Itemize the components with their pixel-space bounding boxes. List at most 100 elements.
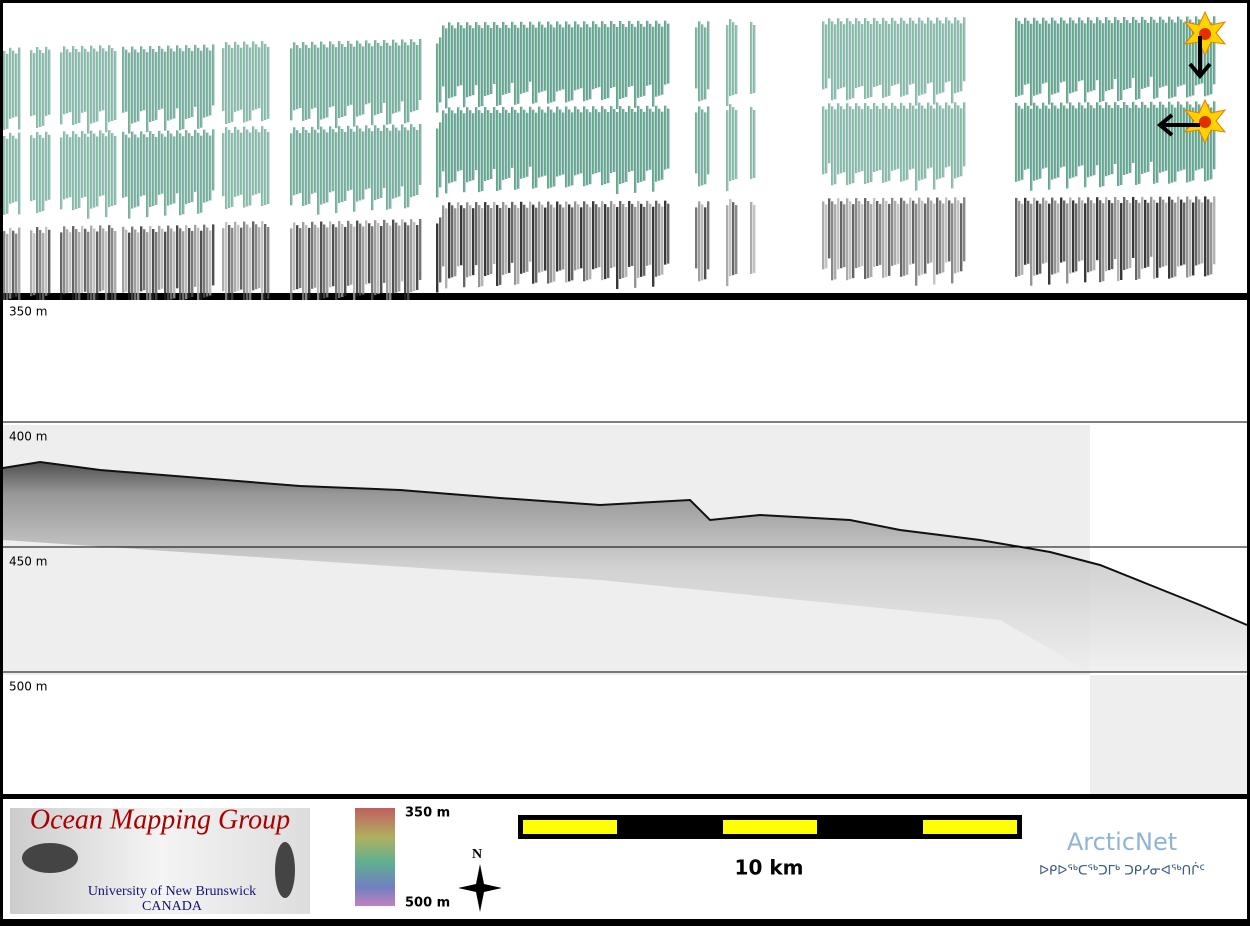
swath-stripe <box>386 222 389 305</box>
swath-stripe <box>652 206 655 287</box>
swath-stripe <box>143 134 146 196</box>
swath-stripe <box>1213 101 1216 170</box>
swath-stripe <box>1117 20 1120 102</box>
swath-stripe <box>828 103 831 164</box>
swath-stripe <box>840 201 843 269</box>
swath-stripe <box>225 127 228 210</box>
swath-stripe <box>368 128 371 189</box>
swath-stripe <box>526 112 529 177</box>
swath-stripe <box>729 199 732 277</box>
swath-stripe <box>93 228 96 303</box>
swath-stripe <box>152 228 155 301</box>
swath-stripe <box>105 231 108 313</box>
swath-stripe <box>583 106 586 187</box>
swath-stripe <box>69 52 72 113</box>
swath-stripe <box>649 108 652 170</box>
swath-stripe <box>484 107 487 182</box>
swath-stripe <box>167 130 170 206</box>
swath-stripe <box>200 135 203 213</box>
swath-stripe <box>1168 196 1171 279</box>
swath-stripe <box>311 221 314 289</box>
swath-stripe <box>1084 203 1087 283</box>
swath-stripe <box>933 23 936 105</box>
swath-stripe <box>39 229 42 307</box>
swath-stripe <box>1120 203 1123 281</box>
swath-stripe <box>646 105 649 171</box>
swath-stripe <box>1078 197 1081 262</box>
swath-stripe <box>386 127 389 210</box>
swath-stripe <box>1171 199 1174 278</box>
swath-stripe <box>577 204 580 270</box>
swath-stripe <box>487 25 490 96</box>
swath-stripe <box>559 24 562 91</box>
swath-stripe <box>1042 197 1045 264</box>
swath-stripe <box>655 105 658 182</box>
swath-stripe <box>726 205 729 287</box>
swath-stripe <box>114 135 117 205</box>
swath-stripe <box>939 105 942 179</box>
swath-stripe <box>906 203 909 275</box>
swath-stripe <box>1186 101 1189 183</box>
swath-stripe <box>1048 23 1051 105</box>
swath-stripe <box>891 197 894 266</box>
swath-stripe <box>897 108 900 169</box>
swath-stripe <box>1147 202 1150 267</box>
swath-stripe <box>448 202 451 279</box>
swath-stripe <box>90 225 93 304</box>
swath-stripe <box>323 44 326 119</box>
swath-stripe <box>125 49 128 112</box>
swath-stripe <box>750 106 753 179</box>
swath-stripe <box>732 107 735 181</box>
swath-stripe <box>302 222 305 302</box>
swath-stripe <box>912 20 915 84</box>
swath-stripe <box>69 137 72 198</box>
swath-stripe <box>942 108 945 178</box>
sun-icon <box>1183 10 1227 80</box>
swath-stripe <box>72 226 75 306</box>
swath-stripe <box>924 23 927 94</box>
swath-stripe <box>419 38 422 100</box>
swath-stripe <box>454 28 457 97</box>
swath-stripe <box>1204 196 1207 277</box>
swath-stripe <box>329 221 332 288</box>
swath-stripe <box>834 204 837 280</box>
swath-stripe <box>1156 202 1159 278</box>
swath-stripe <box>490 208 493 275</box>
swath-stripe <box>128 52 131 134</box>
swath-stripe <box>401 39 404 102</box>
swath-stripe <box>523 109 526 178</box>
swath-stripe <box>1063 200 1066 262</box>
swath-stripe <box>448 107 451 184</box>
swath-stripe <box>571 27 574 101</box>
swath-stripe <box>1147 22 1150 87</box>
swath-stripe <box>15 53 18 117</box>
swath-stripe <box>78 231 81 303</box>
swath-stripe <box>520 201 523 274</box>
swath-stripe <box>649 203 652 265</box>
swath-stripe <box>264 44 267 121</box>
swath-stripe <box>359 223 362 296</box>
swath-stripe <box>78 51 81 123</box>
swath-stripe <box>481 28 484 107</box>
swath-stripe <box>1030 23 1033 106</box>
swath-stripe <box>861 109 864 172</box>
swath-stripe <box>1192 202 1195 276</box>
swath-stripe <box>222 48 225 112</box>
swath-stripe <box>960 203 963 272</box>
swath-stripe <box>36 47 39 129</box>
swath-stripe <box>939 20 942 94</box>
swath-stripe <box>484 202 487 277</box>
swath-stripe <box>231 227 234 302</box>
swath-stripe <box>960 23 963 92</box>
swath-stripe <box>897 203 900 264</box>
swath-stripe <box>499 27 502 105</box>
swath-stripe <box>957 200 960 273</box>
swath-stripe <box>556 201 559 272</box>
swath-stripe <box>131 131 134 209</box>
swath-stripe <box>252 126 255 196</box>
swath-stripe <box>137 52 140 122</box>
swath-stripe <box>75 49 78 125</box>
logo-country: CANADA <box>142 899 203 914</box>
swath-stripe <box>246 224 249 302</box>
swath-stripe <box>410 39 413 113</box>
